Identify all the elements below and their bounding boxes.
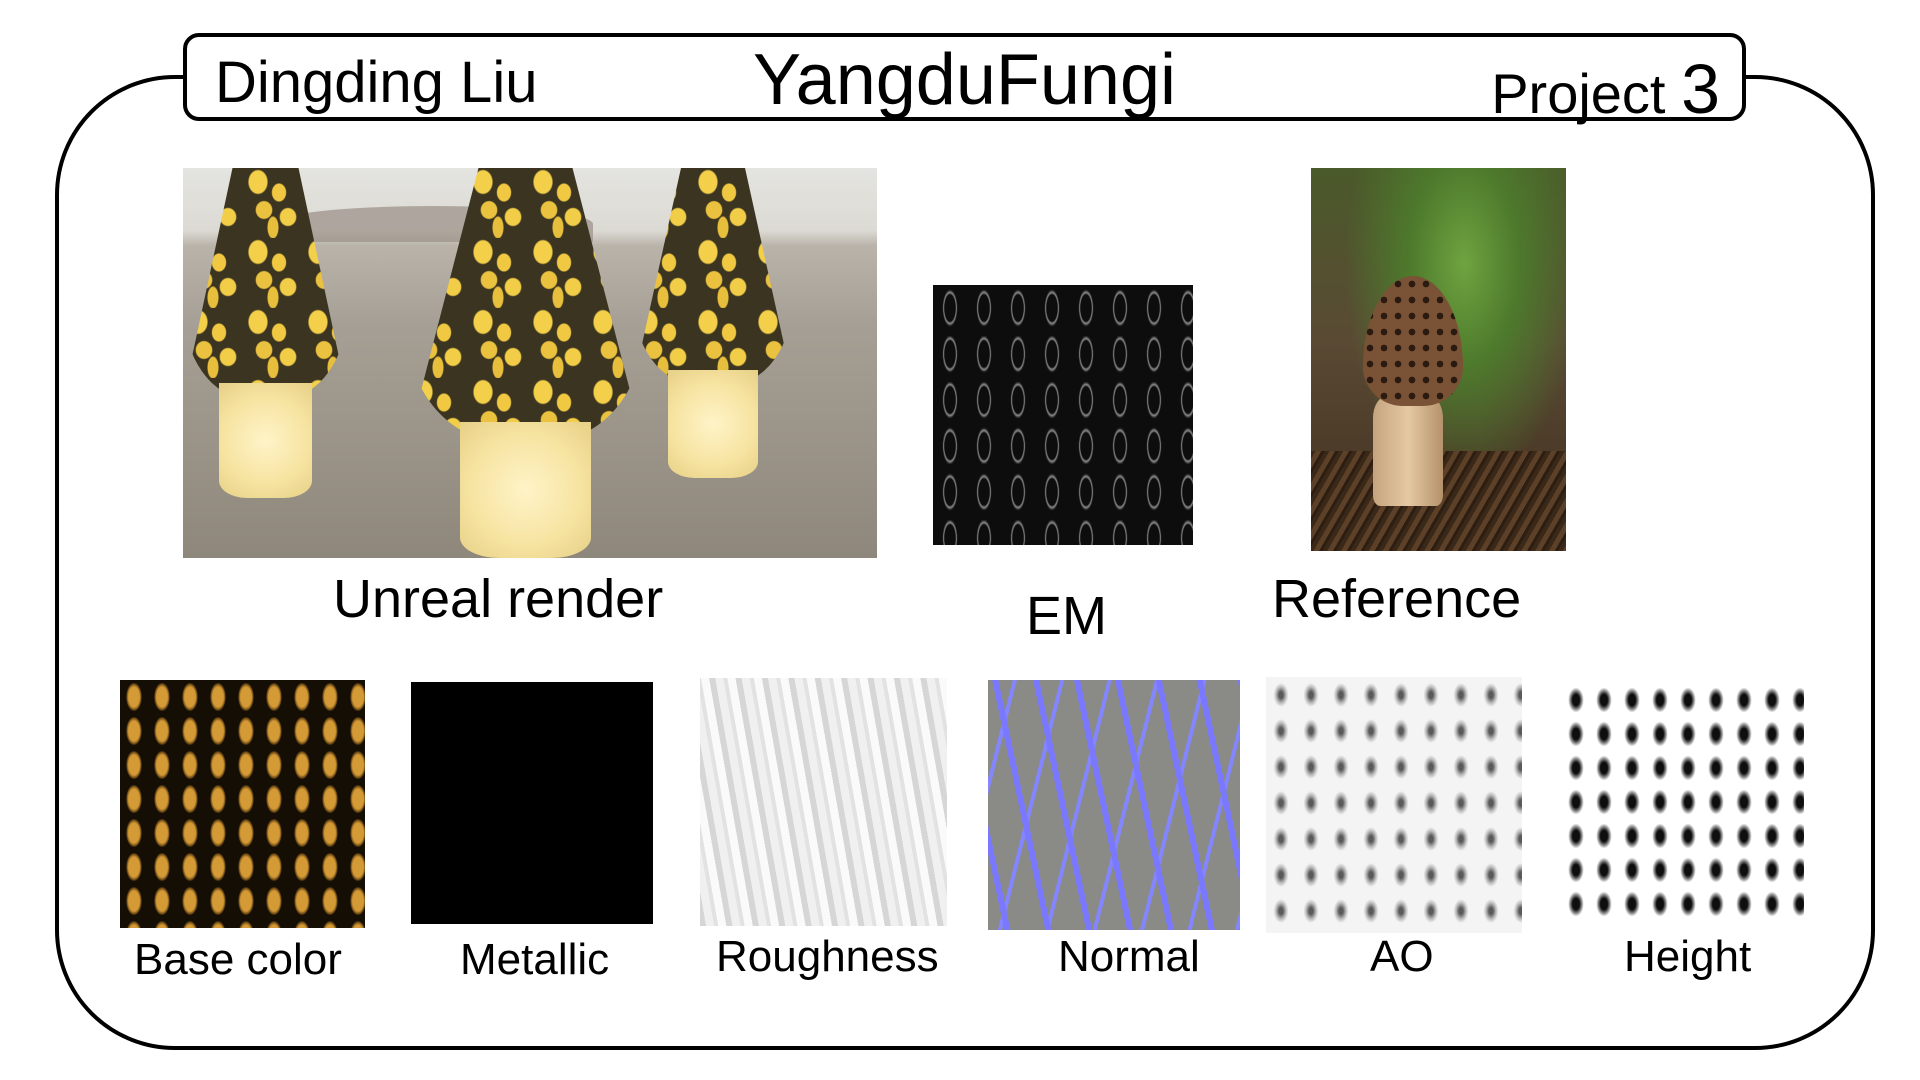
project-number: 3 [1681,50,1720,128]
reference-photo [1311,168,1566,551]
em-map-image [933,285,1193,545]
map-label-metallic: Metallic [460,935,610,984]
map-label-height: Height [1624,932,1752,981]
reference-mushroom-stem [1373,396,1443,506]
reference-label: Reference [1272,569,1522,629]
normal-map [988,680,1240,930]
mushroom-stem [219,382,312,498]
roughness-map [700,678,947,926]
header-bar: Dingding Liu YangduFungi Project 3 [183,33,1746,128]
mushroom-left [183,168,348,498]
mushroom-stem [459,421,592,558]
unreal-render-image [183,168,877,558]
map-label-normal: Normal [1058,932,1200,981]
reference-mushroom-cap [1363,276,1463,406]
mushroom-center [408,168,643,558]
render-label: Unreal render [333,569,664,629]
map-label-ao: AO [1370,932,1434,981]
em-label: EM [1026,586,1107,646]
base-color-map [120,680,365,928]
mushroom-right [633,168,793,478]
metallic-map [411,682,653,924]
map-label-roughness: Roughness [716,932,939,981]
height-map [1562,683,1804,925]
mushroom-cap [183,168,348,399]
map-label-base-color: Base color [134,935,342,984]
page-title: YangduFungi [753,40,1176,120]
mushroom-stem [668,369,758,478]
mushroom-cap [408,168,643,441]
project-label: Project 3 [1491,49,1720,129]
mushroom-cap [633,168,793,385]
author-name: Dingding Liu [215,50,538,115]
project-word: Project [1491,62,1666,125]
ao-map [1266,677,1522,933]
